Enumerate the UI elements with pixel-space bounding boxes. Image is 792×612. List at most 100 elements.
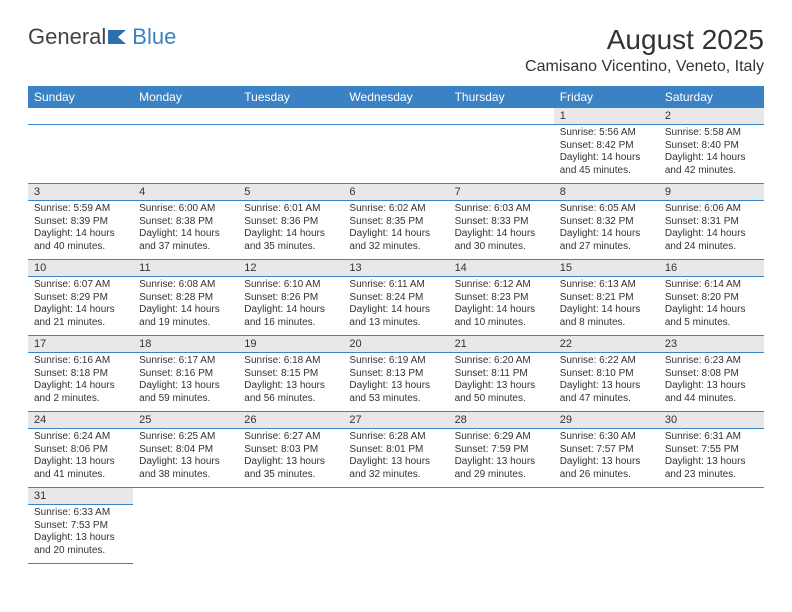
- weekday-header-row: Sunday Monday Tuesday Wednesday Thursday…: [28, 86, 764, 108]
- day-number-cell: 23: [659, 336, 764, 353]
- daylight-text: Daylight: 13 hours and 50 minutes.: [455, 380, 548, 405]
- day-number-cell: 16: [659, 260, 764, 277]
- daylight-text: Daylight: 13 hours and 41 minutes.: [34, 456, 127, 481]
- day-number-cell: 28: [449, 412, 554, 429]
- day-number-cell: [133, 488, 238, 505]
- sunrise-text: Sunrise: 6:16 AM: [34, 355, 127, 368]
- day-number-cell: [133, 108, 238, 125]
- day-detail-cell: [659, 505, 764, 564]
- logo-text-1: General: [28, 24, 106, 50]
- sunset-text: Sunset: 8:35 PM: [349, 216, 442, 229]
- sunrise-text: Sunrise: 6:18 AM: [244, 355, 337, 368]
- day-number-cell: 9: [659, 184, 764, 201]
- sunset-text: Sunset: 8:21 PM: [560, 292, 653, 305]
- day-number-cell: 3: [28, 184, 133, 201]
- day-number-cell: 18: [133, 336, 238, 353]
- day-number-cell: 31: [28, 488, 133, 505]
- day-number-cell: 19: [238, 336, 343, 353]
- day-detail-cell: Sunrise: 6:31 AMSunset: 7:55 PMDaylight:…: [659, 429, 764, 488]
- month-title: August 2025: [525, 24, 764, 56]
- logo-text-2: Blue: [132, 24, 176, 50]
- day-number-cell: 7: [449, 184, 554, 201]
- daylight-text: Daylight: 13 hours and 20 minutes.: [34, 532, 127, 557]
- sunrise-text: Sunrise: 6:12 AM: [455, 279, 548, 292]
- sunrise-text: Sunrise: 6:05 AM: [560, 203, 653, 216]
- sunrise-text: Sunrise: 6:27 AM: [244, 431, 337, 444]
- sunset-text: Sunset: 8:23 PM: [455, 292, 548, 305]
- sunset-text: Sunset: 7:59 PM: [455, 444, 548, 457]
- daylight-text: Daylight: 13 hours and 56 minutes.: [244, 380, 337, 405]
- daylight-text: Daylight: 14 hours and 24 minutes.: [665, 228, 758, 253]
- daylight-text: Daylight: 13 hours and 26 minutes.: [560, 456, 653, 481]
- sunrise-text: Sunrise: 5:59 AM: [34, 203, 127, 216]
- daylight-text: Daylight: 13 hours and 53 minutes.: [349, 380, 442, 405]
- day-detail-cell: Sunrise: 6:01 AMSunset: 8:36 PMDaylight:…: [238, 201, 343, 260]
- calendar-table: Sunday Monday Tuesday Wednesday Thursday…: [28, 86, 764, 564]
- day-number-cell: 5: [238, 184, 343, 201]
- day-detail-cell: [133, 125, 238, 184]
- daylight-text: Daylight: 14 hours and 8 minutes.: [560, 304, 653, 329]
- daynum-row: 3456789: [28, 184, 764, 201]
- sunset-text: Sunset: 7:57 PM: [560, 444, 653, 457]
- day-detail-cell: Sunrise: 6:00 AMSunset: 8:38 PMDaylight:…: [133, 201, 238, 260]
- day-number-cell: [238, 108, 343, 125]
- day-number-cell: 29: [554, 412, 659, 429]
- sunset-text: Sunset: 8:24 PM: [349, 292, 442, 305]
- sunset-text: Sunset: 8:42 PM: [560, 140, 653, 153]
- sunset-text: Sunset: 8:04 PM: [139, 444, 232, 457]
- daylight-text: Daylight: 13 hours and 47 minutes.: [560, 380, 653, 405]
- sunrise-text: Sunrise: 6:07 AM: [34, 279, 127, 292]
- day-detail-cell: Sunrise: 6:06 AMSunset: 8:31 PMDaylight:…: [659, 201, 764, 260]
- day-detail-cell: Sunrise: 6:07 AMSunset: 8:29 PMDaylight:…: [28, 277, 133, 336]
- daylight-text: Daylight: 14 hours and 35 minutes.: [244, 228, 337, 253]
- daylight-text: Daylight: 14 hours and 42 minutes.: [665, 152, 758, 177]
- sunrise-text: Sunrise: 6:06 AM: [665, 203, 758, 216]
- day-number-cell: 12: [238, 260, 343, 277]
- sunset-text: Sunset: 8:26 PM: [244, 292, 337, 305]
- day-detail-cell: Sunrise: 5:59 AMSunset: 8:39 PMDaylight:…: [28, 201, 133, 260]
- detail-row: Sunrise: 6:16 AMSunset: 8:18 PM Daylight:…: [28, 353, 764, 412]
- detail-row: Sunrise: 5:59 AMSunset: 8:39 PMDaylight:…: [28, 201, 764, 260]
- day-detail-cell: Sunrise: 6:23 AMSunset: 8:08 PMDaylight:…: [659, 353, 764, 412]
- sunset-text: Sunset: 8:11 PM: [455, 368, 548, 381]
- weekday-header: Tuesday: [238, 86, 343, 108]
- daylight-text: Daylight: 14 hours and 30 minutes.: [455, 228, 548, 253]
- sunset-text: Sunset: 8:18 PM: [34, 368, 127, 381]
- weekday-header: Sunday: [28, 86, 133, 108]
- day-number-cell: [343, 108, 448, 125]
- sunset-text: Sunset: 8:08 PM: [665, 368, 758, 381]
- sunset-text: Sunset: 8:20 PM: [665, 292, 758, 305]
- daylight-text: Daylight: 14 hours and 40 minutes.: [34, 228, 127, 253]
- day-number-cell: 27: [343, 412, 448, 429]
- day-number-cell: 15: [554, 260, 659, 277]
- sunset-text: Sunset: 8:16 PM: [139, 368, 232, 381]
- day-number-cell: 13: [343, 260, 448, 277]
- sunrise-text: Sunrise: 6:25 AM: [139, 431, 232, 444]
- sunset-text: Sunset: 7:53 PM: [34, 520, 127, 533]
- daylight-text: Daylight: 14 hours and 16 minutes.: [244, 304, 337, 329]
- day-detail-cell: Sunrise: 6:08 AMSunset: 8:28 PMDaylight:…: [133, 277, 238, 336]
- day-detail-cell: Sunrise: 5:58 AMSunset: 8:40 PMDaylight:…: [659, 125, 764, 184]
- day-detail-cell: Sunrise: 6:12 AMSunset: 8:23 PMDaylight:…: [449, 277, 554, 336]
- weekday-header: Saturday: [659, 86, 764, 108]
- sunrise-text: Sunrise: 6:11 AM: [349, 279, 442, 292]
- sunrise-text: Sunrise: 6:19 AM: [349, 355, 442, 368]
- day-number-cell: [659, 488, 764, 505]
- day-number-cell: [343, 488, 448, 505]
- daylight-text: Daylight: 14 hours and 32 minutes.: [349, 228, 442, 253]
- sunset-text: Sunset: 8:03 PM: [244, 444, 337, 457]
- daylight-text: Daylight: 14 hours and 21 minutes.: [34, 304, 127, 329]
- daylight-text: Daylight: 13 hours and 44 minutes.: [665, 380, 758, 405]
- day-detail-cell: Sunrise: 6:29 AMSunset: 7:59 PMDaylight:…: [449, 429, 554, 488]
- day-detail-cell: Sunrise: 6:16 AMSunset: 8:18 PMDaylight:…: [28, 353, 133, 412]
- daylight-text: Daylight: 13 hours and 29 minutes.: [455, 456, 548, 481]
- sunrise-text: Sunrise: 6:30 AM: [560, 431, 653, 444]
- sunset-text: Sunset: 8:40 PM: [665, 140, 758, 153]
- sunrise-text: Sunrise: 6:01 AM: [244, 203, 337, 216]
- sunrise-text: Sunrise: 5:58 AM: [665, 127, 758, 140]
- day-detail-cell: Sunrise: 6:14 AMSunset: 8:20 PMDaylight:…: [659, 277, 764, 336]
- day-number-cell: 14: [449, 260, 554, 277]
- sunrise-text: Sunrise: 6:20 AM: [455, 355, 548, 368]
- sunrise-text: Sunrise: 6:08 AM: [139, 279, 232, 292]
- day-number-cell: 17: [28, 336, 133, 353]
